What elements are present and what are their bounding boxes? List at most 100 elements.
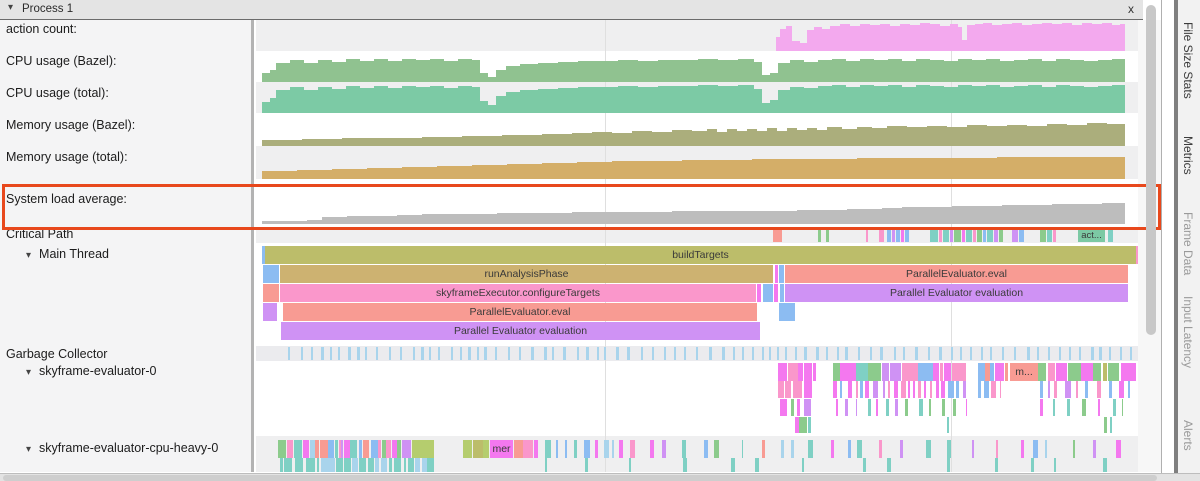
counter-chart-cpu-usage-bazel[interactable]: [262, 51, 1125, 82]
trace-slice[interactable]: [382, 440, 386, 458]
trace-slice[interactable]: [534, 440, 538, 458]
trace-slice[interactable]: [545, 440, 551, 458]
trace-slice[interactable]: [682, 440, 686, 458]
trace-slice[interactable]: [627, 347, 630, 360]
trace-slice[interactable]: [709, 347, 712, 360]
trace-slice[interactable]: [1099, 347, 1102, 360]
trace-slice[interactable]: [674, 347, 677, 360]
trace-slice[interactable]: [1004, 363, 1008, 381]
trace-slice[interactable]: [1047, 229, 1052, 242]
trace-slice[interactable]: [438, 347, 441, 360]
trace-slice[interactable]: [896, 229, 900, 242]
trace-slice[interactable]: [870, 347, 873, 360]
trace-slice[interactable]: [630, 440, 635, 458]
trace-slice[interactable]: [1068, 347, 1071, 360]
trace-slice[interactable]: [594, 440, 598, 458]
trace-slice[interactable]: [1102, 363, 1108, 381]
trace-slice[interactable]: [473, 440, 483, 458]
trace-slice[interactable]: [990, 381, 997, 398]
trace-slice[interactable]: [338, 347, 341, 360]
trace-slice-mer[interactable]: mer: [490, 440, 513, 458]
trace-slice[interactable]: [350, 440, 358, 458]
trace-slice[interactable]: [839, 381, 843, 398]
vertical-scrollbar-thumb[interactable]: [1146, 5, 1156, 335]
trace-slice[interactable]: [1044, 440, 1047, 458]
trace-slice[interactable]: [1119, 347, 1123, 360]
trace-slice[interactable]: [597, 347, 600, 360]
trace-slice[interactable]: [338, 440, 341, 458]
trace-slice[interactable]: [796, 399, 801, 416]
trace-slice[interactable]: [886, 399, 889, 416]
trace-slice[interactable]: [769, 347, 772, 360]
trace-slice[interactable]: [421, 458, 428, 472]
trace-slice[interactable]: [886, 458, 891, 472]
trace-slice[interactable]: [1132, 363, 1136, 381]
trace-slice[interactable]: [798, 363, 803, 381]
trace-slice[interactable]: [826, 347, 829, 360]
trace-slice[interactable]: [531, 347, 534, 360]
trace-slice[interactable]: [994, 363, 1005, 381]
trace-slice[interactable]: [826, 229, 829, 242]
trace-slice[interactable]: [460, 347, 463, 360]
trace-slice[interactable]: [780, 284, 784, 302]
trace-slice[interactable]: [943, 229, 949, 242]
trace-slice[interactable]: [939, 363, 944, 381]
trace-slice[interactable]: [618, 440, 624, 458]
trace-slice[interactable]: [915, 347, 918, 360]
trace-slice[interactable]: [495, 347, 498, 360]
trace-slice[interactable]: [1055, 363, 1067, 381]
trace-slice[interactable]: [741, 347, 744, 360]
trace-slice[interactable]: [476, 347, 480, 360]
trace-slice[interactable]: [262, 246, 265, 264]
trace-slice[interactable]: [1084, 381, 1089, 398]
trace-slice[interactable]: [808, 417, 811, 433]
trace-slice[interactable]: [468, 347, 471, 360]
trace-slice[interactable]: [959, 347, 963, 360]
trace-slice[interactable]: [856, 381, 859, 398]
trace-slice[interactable]: [855, 363, 868, 381]
trace-slice[interactable]: [484, 347, 487, 360]
trace-slice[interactable]: [703, 440, 708, 458]
trace-slice[interactable]: [1116, 440, 1121, 458]
trace-slice[interactable]: [263, 265, 279, 283]
trace-slice[interactable]: [1110, 417, 1112, 433]
trace-slice[interactable]: [584, 458, 589, 472]
trace-slice[interactable]: [399, 347, 403, 360]
trace-slice[interactable]: [793, 381, 803, 398]
trace-slice[interactable]: [1047, 347, 1051, 360]
trace-slice[interactable]: [980, 347, 984, 360]
trace-slice[interactable]: [999, 229, 1003, 242]
trace-slice[interactable]: [863, 458, 867, 472]
trace-slice[interactable]: [912, 381, 916, 398]
counter-chart-memory-usage-bazel[interactable]: [262, 113, 1125, 146]
trace-slice[interactable]: [1047, 363, 1056, 381]
trace-slice[interactable]: [773, 229, 782, 242]
trace-slice[interactable]: [278, 440, 286, 458]
trace-slice[interactable]: [514, 440, 523, 458]
trace-slice[interactable]: [1118, 381, 1124, 398]
trace-slice[interactable]: [983, 229, 986, 242]
trace-slice[interactable]: [551, 347, 555, 360]
trace-slice[interactable]: [397, 440, 401, 458]
trace-slice[interactable]: [584, 440, 590, 458]
trace-slice[interactable]: [370, 440, 378, 458]
trace-slice[interactable]: [1031, 458, 1034, 472]
trace-slice-skyframeexecutor-configuretargets[interactable]: skyframeExecutor.configureTargets: [280, 284, 756, 302]
trace-slice[interactable]: [348, 347, 351, 360]
trace-slice[interactable]: [414, 458, 421, 472]
trace-slice[interactable]: [995, 458, 998, 472]
trace-slice[interactable]: [954, 229, 961, 242]
trace-slice[interactable]: [1130, 347, 1133, 360]
trace-slice[interactable]: [381, 458, 387, 472]
trace-slice[interactable]: [1054, 458, 1057, 472]
trace-slice[interactable]: [778, 363, 788, 381]
trace-slice[interactable]: [833, 381, 838, 398]
trace-slice[interactable]: [1058, 347, 1061, 360]
trace-slice[interactable]: [892, 229, 895, 242]
trace-slice[interactable]: [1019, 229, 1024, 242]
trace-slice[interactable]: [336, 458, 343, 472]
trace-slice[interactable]: [804, 347, 807, 360]
trace-slice[interactable]: [412, 347, 416, 360]
trace-slice[interactable]: [833, 363, 840, 381]
trace-slice-act[interactable]: act...: [1078, 229, 1105, 242]
